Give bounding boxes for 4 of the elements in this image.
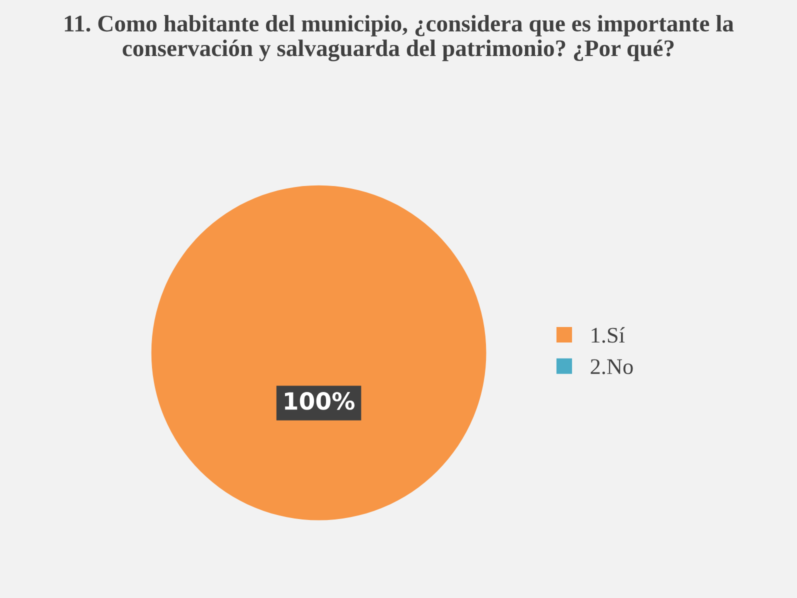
chart-title: 11. Como habitante del municipio, ¿considera que es importante la conservación y salvaguarda del patrimonio? ¿Por qué? bbox=[64, 14, 734, 62]
legend-label: 2.No bbox=[590, 359, 633, 374]
legend-label: 1.Sí bbox=[592, 327, 625, 343]
data-label: 100% bbox=[284, 392, 355, 410]
